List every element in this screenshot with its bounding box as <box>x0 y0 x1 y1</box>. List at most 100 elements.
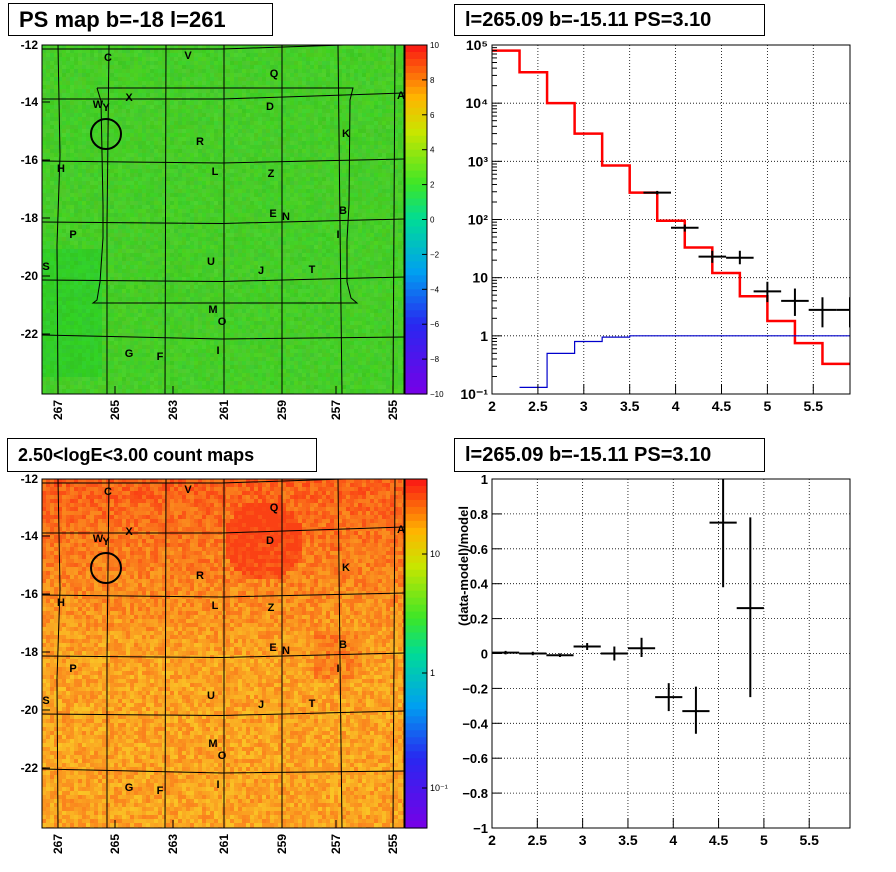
spectrum-frame <box>491 44 851 395</box>
residual-title: l=265.09 b=-15.11 PS=3.10 <box>454 438 765 472</box>
ps-map-source-labels: C V Q A W Y X D R K H L Z E N B P I S U J T MO G F I <box>42 50 405 363</box>
source-label: D <box>266 101 274 113</box>
source-label: C <box>104 52 112 64</box>
x-tick-label: 263 <box>166 400 180 420</box>
source-label: O <box>218 750 227 762</box>
spectrum-data-point <box>726 250 754 265</box>
y-tick-label: 1 <box>481 472 488 487</box>
source-label: A <box>397 90 405 102</box>
x-tick-label: 267 <box>51 400 65 420</box>
x-tick-label: 2 <box>488 832 496 848</box>
source-label: X <box>125 526 133 538</box>
residual-data-point <box>627 637 656 657</box>
colorbar-tick-label: 0 <box>430 216 435 225</box>
count-map-x-axis: 267 265 263 261 259 257 255 <box>51 820 400 854</box>
y-tick-label: 1 <box>480 328 488 344</box>
source-label: Y <box>102 536 110 548</box>
residual-data-point <box>655 683 683 712</box>
x-tick-label: 3.5 <box>618 832 638 848</box>
source-label: F <box>157 351 164 363</box>
ps-map-panel: C V Q A W Y X D R K H L Z E N B P I S U J T MO G F I -12 -14 -16 -18… <box>21 38 444 420</box>
source-label: K <box>342 128 350 140</box>
selected-source-circle <box>90 552 122 584</box>
spectrum-grid <box>491 44 850 395</box>
source-label: R <box>196 570 204 582</box>
spectrum-data-point <box>698 250 727 263</box>
x-tick-label: 2.5 <box>528 398 548 414</box>
spectrum-panel: 2 2.5 3 3.5 4 4.5 5 5.5 10⁵ 10⁴ 10³ 10² 10 1 10⁻¹ <box>460 37 851 414</box>
x-tick-label: 255 <box>386 834 400 854</box>
residual-data-point <box>600 646 628 661</box>
source-label: R <box>196 136 204 148</box>
y-tick-label: -22 <box>21 761 39 775</box>
source-label: I <box>216 779 219 791</box>
y-tick-label: 0.2 <box>470 612 488 627</box>
colorbar-tick-label: 10 <box>430 549 440 559</box>
x-tick-label: 2 <box>488 398 496 414</box>
x-tick-label: 4 <box>672 398 680 414</box>
count-map-colorbar: 10 1 10⁻¹ <box>404 478 448 829</box>
count-map-frame <box>41 478 405 829</box>
source-label: B <box>339 205 347 217</box>
source-label: O <box>218 316 227 328</box>
x-tick-label: 255 <box>386 400 400 420</box>
spectrum-data-point <box>808 297 837 328</box>
source-label: F <box>157 785 164 797</box>
source-label: S <box>42 695 49 707</box>
x-tick-label: 5 <box>763 398 771 414</box>
x-tick-label: 265 <box>108 400 122 420</box>
source-label: A <box>397 524 405 536</box>
source-label: G <box>125 348 134 360</box>
colorbar-tick-label: 8 <box>430 76 435 85</box>
count-map-panel: C V Q A W Y X D R K H L Z E N B P I S U J T MO G F I -12 -14 -16 -18… <box>21 472 448 854</box>
residual-data-point <box>736 517 764 698</box>
source-label: V <box>184 484 192 496</box>
count-map-source-labels: C V Q A W Y X D R K H L Z E N B P I S U J T MO G F I <box>42 484 405 797</box>
colorbar-tick-label: −10 <box>430 390 444 399</box>
count-map-heatmap <box>42 479 404 828</box>
source-label: M <box>208 738 217 750</box>
y-tick-label: 10 <box>472 270 488 286</box>
y-tick-label: 10² <box>468 212 489 228</box>
x-tick-label: 4.5 <box>712 398 732 414</box>
source-label: V <box>184 50 192 62</box>
source-label: W <box>93 99 104 111</box>
residual-data-point <box>573 643 601 651</box>
y-tick-label: -14 <box>21 95 39 109</box>
source-label: W <box>93 533 104 545</box>
source-label: G <box>125 782 134 794</box>
source-label: U <box>207 256 215 268</box>
x-tick-label: 257 <box>329 834 343 854</box>
x-tick-label: 5.5 <box>799 832 819 848</box>
y-tick-label: −1 <box>473 821 488 836</box>
residual-plot-area <box>492 479 764 734</box>
source-label: N <box>282 645 290 657</box>
y-tick-label: 0.8 <box>470 507 488 522</box>
baseline-line <box>519 335 850 388</box>
source-label: C <box>104 486 112 498</box>
source-label: Q <box>270 502 279 514</box>
y-tick-label: -12 <box>21 38 39 52</box>
residual-data-point <box>546 653 574 657</box>
y-tick-label: -20 <box>21 269 39 283</box>
colorbar-tick-label: −2 <box>430 250 440 259</box>
x-tick-label: 261 <box>217 834 231 854</box>
y-tick-label: 10³ <box>468 153 489 169</box>
x-tick-label: 5.5 <box>804 398 824 414</box>
source-label: L <box>212 166 219 178</box>
ps-map-y-axis: -12 -14 -16 -18 -20 -22 <box>21 38 50 341</box>
source-label: Z <box>268 602 275 614</box>
colorbar-tick-label: −8 <box>430 355 440 364</box>
y-tick-label: 10⁵ <box>466 37 488 53</box>
y-tick-label: -18 <box>21 645 39 659</box>
y-tick-label: 10⁴ <box>466 95 489 111</box>
colorbar-tick-label: 1 <box>430 668 435 678</box>
ps-map-colorbar: 10 8 6 4 2 0 −2 −4 −6 −8 −10 <box>404 41 444 399</box>
count-map-y-axis: -12 -14 -16 -18 -20 -22 <box>21 472 50 775</box>
source-label: H <box>57 163 65 175</box>
spectrum-data-point <box>781 288 809 316</box>
ps-map-x-axis: 267 265 263 261 259 257 255 <box>51 386 400 420</box>
source-label: L <box>212 600 219 612</box>
x-tick-label: 4.5 <box>709 832 729 848</box>
